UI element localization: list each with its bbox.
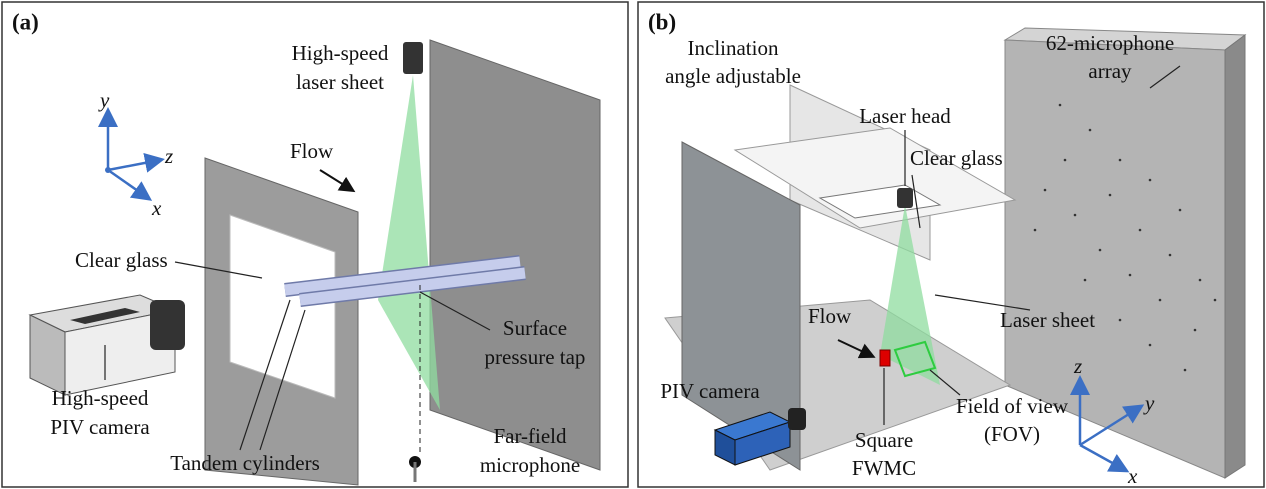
label: angle adjustable [665,64,801,88]
label: Flow [290,139,334,163]
label: Flow [808,304,852,328]
figure: (a) High-speed laser sheet y z x Flow Cl… [0,0,1266,489]
label: 62-microphone [1046,31,1174,55]
label: Inclination [688,36,779,60]
label: Tandem cylinders [170,451,320,475]
label: Far-field [493,424,567,448]
label: High-speed [292,41,389,65]
axis-label: x [1127,464,1138,488]
label: Surface [503,316,567,340]
axis-label: y [98,88,110,112]
label: (FOV) [984,422,1040,446]
panel-a: (a) High-speed laser sheet y z x Flow Cl… [2,2,628,487]
axis-label: z [1073,354,1082,378]
label: Laser sheet [1000,308,1095,332]
label: High-speed [52,386,149,410]
panel-b: (b) 62-microphone array Inclination angl… [638,2,1264,488]
axis-label: z [164,144,173,168]
label: Clear glass [910,146,1003,170]
axis-label: x [151,196,162,220]
label: Field of view [956,394,1069,418]
panel-tag: (b) [648,9,676,34]
axis-label: y [1143,391,1155,415]
label: Laser head [859,104,951,128]
label: FWMC [852,456,916,480]
label: Square [855,428,913,452]
label: PIV camera [50,415,150,439]
label: pressure tap [485,345,586,369]
label: PIV camera [660,379,760,403]
label: array [1088,59,1132,83]
label: laser sheet [296,70,384,94]
label: Clear glass [75,248,168,272]
panel-tag: (a) [12,9,39,34]
label: microphone [480,453,580,477]
